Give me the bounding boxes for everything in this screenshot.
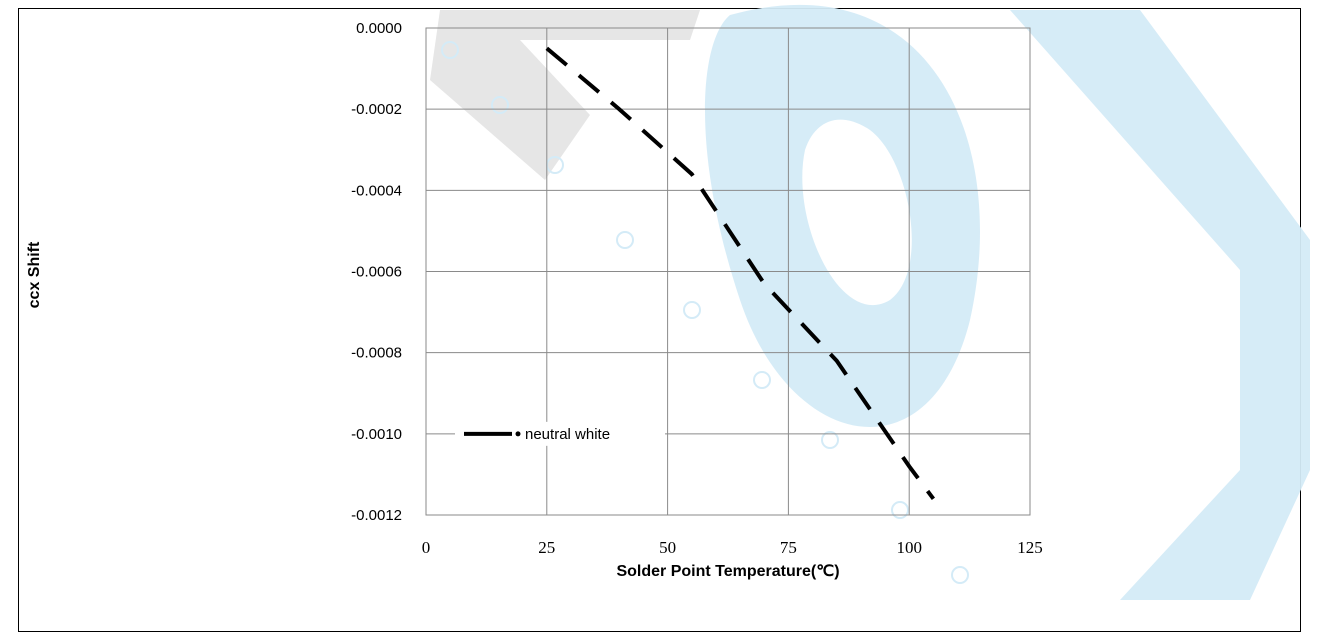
watermark-letter-8 [951, 566, 969, 584]
watermark-shape-right [1010, 10, 1310, 600]
y-tick-label: -0.0008 [351, 345, 402, 362]
x-tick-label: 25 [538, 538, 555, 557]
x-tick-label: 50 [659, 538, 676, 557]
legend: neutral white [455, 421, 665, 446]
x-tick-label: 125 [1017, 538, 1043, 557]
y-tick-label: -0.0004 [351, 182, 402, 199]
x-tick-label: 75 [780, 538, 797, 557]
x-tick-labels: 0 25 50 75 100 125 [422, 538, 1043, 557]
plot-area-border [425, 27, 1031, 516]
watermark-letter-7 [891, 501, 909, 519]
watermark-letter-3 [616, 231, 634, 249]
watermark-letter-6 [821, 431, 839, 449]
series-layer [545, 46, 936, 500]
watermark-letter-4 [683, 301, 701, 319]
y-axis-title: ccx Shift [26, 241, 43, 308]
watermark-letter-1 [491, 96, 509, 114]
plot-border [425, 27, 1031, 516]
y-tick-label: -0.0002 [351, 101, 402, 118]
watermark-shape-gray [430, 10, 700, 180]
watermark [430, 4, 1310, 600]
y-tick-labels: 0.0000 -0.0002 -0.0004 -0.0006 -0.0008 -0.001… [351, 20, 402, 524]
y-tick-label: 0.0000 [356, 20, 402, 37]
x-tick-label: 0 [422, 538, 431, 557]
watermark-shape-ring [705, 4, 980, 428]
watermark-letter-5 [753, 371, 771, 389]
y-tick-label: -0.0010 [351, 426, 402, 443]
y-tick-label: -0.0012 [351, 507, 402, 524]
watermark-letter-0 [441, 41, 459, 59]
x-axis-title: Solder Point Temperature(℃) [616, 563, 839, 580]
y-tick-label: -0.0006 [351, 264, 402, 281]
x-tick-label: 100 [896, 538, 922, 557]
legend-marker [515, 431, 521, 437]
legend-label: neutral white [525, 426, 610, 443]
